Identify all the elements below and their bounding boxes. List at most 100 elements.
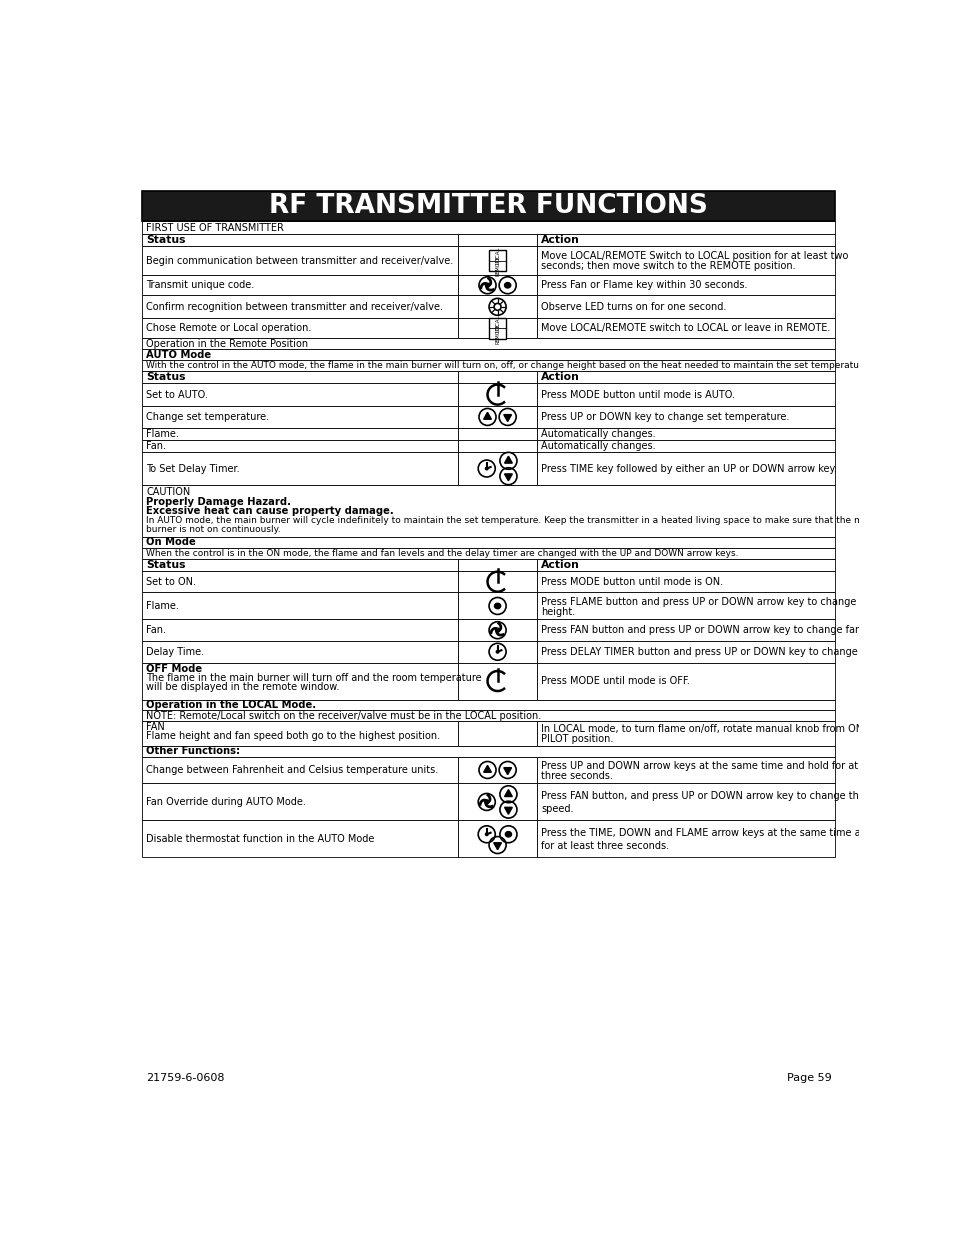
Bar	[142, 383, 457, 406]
Text: Delay Time.: Delay Time.	[146, 647, 204, 657]
Polygon shape	[504, 808, 512, 814]
Text: In LOCAL mode, to turn flame on/off, rotate manual knob from ON to: In LOCAL mode, to turn flame on/off, rot…	[540, 724, 876, 734]
Text: Change between Fahrenheit and Celsius temperature units.: Change between Fahrenheit and Celsius te…	[146, 764, 438, 776]
Circle shape	[496, 651, 498, 653]
Text: Press MODE until mode is OFF.: Press MODE until mode is OFF.	[540, 676, 689, 685]
Bar	[457, 427, 537, 440]
Text: To Set Delay Timer.: To Set Delay Timer.	[146, 463, 240, 473]
Circle shape	[484, 800, 488, 804]
Bar	[142, 746, 835, 757]
Bar	[537, 783, 835, 820]
Bar	[537, 620, 835, 641]
Text: Action: Action	[540, 372, 579, 382]
Text: Press MODE button until mode is AUTO.: Press MODE button until mode is AUTO.	[540, 389, 735, 400]
Polygon shape	[505, 831, 511, 837]
Bar	[537, 370, 835, 383]
Bar	[142, 783, 457, 820]
Bar	[457, 383, 537, 406]
Bar	[142, 710, 835, 721]
Text: height.: height.	[540, 606, 575, 618]
Bar	[142, 757, 457, 783]
Circle shape	[485, 467, 487, 469]
Text: FAN: FAN	[146, 722, 165, 732]
Bar	[537, 319, 835, 338]
Bar	[537, 427, 835, 440]
Bar	[142, 440, 457, 452]
Text: Excessive heat can cause property damage.: Excessive heat can cause property damage…	[146, 506, 394, 516]
Bar	[489, 317, 506, 340]
Bar	[537, 233, 835, 246]
Bar	[457, 440, 537, 452]
Text: Chose Remote or Local operation.: Chose Remote or Local operation.	[146, 324, 312, 333]
Text: Move LOCAL/REMOTE Switch to LOCAL position for at least two: Move LOCAL/REMOTE Switch to LOCAL positi…	[540, 251, 848, 262]
Text: REMOTE: REMOTE	[495, 256, 499, 277]
Polygon shape	[503, 415, 511, 421]
Text: Flame height and fan speed both go to the highest position.: Flame height and fan speed both go to th…	[146, 731, 440, 741]
Text: Press FAN button, and press UP or DOWN arrow key to change the fan: Press FAN button, and press UP or DOWN a…	[540, 792, 883, 802]
Polygon shape	[483, 412, 491, 419]
Bar	[457, 571, 537, 593]
Bar	[537, 383, 835, 406]
Text: Status: Status	[146, 372, 186, 382]
Bar	[457, 721, 537, 746]
Text: for at least three seconds.: for at least three seconds.	[540, 841, 669, 851]
Bar	[142, 537, 835, 548]
Bar	[457, 406, 537, 427]
Text: Status: Status	[146, 559, 186, 569]
Bar	[457, 820, 537, 857]
Text: Transmit unique code.: Transmit unique code.	[146, 280, 254, 290]
Bar	[142, 662, 457, 699]
Text: REMOTE: REMOTE	[495, 324, 499, 345]
Bar	[457, 620, 537, 641]
Text: will be displayed in the remote window.: will be displayed in the remote window.	[146, 682, 339, 692]
Text: Press UP and DOWN arrow keys at the same time and hold for at least: Press UP and DOWN arrow keys at the same…	[540, 761, 884, 771]
Bar	[537, 721, 835, 746]
Text: Change set temperature.: Change set temperature.	[146, 412, 269, 422]
Bar	[457, 662, 537, 699]
Text: Press the TIME, DOWN and FLAME arrow keys at the same time and hold: Press the TIME, DOWN and FLAME arrow key…	[540, 829, 897, 839]
Text: Properly Damage Hazard.: Properly Damage Hazard.	[146, 496, 291, 506]
Circle shape	[485, 283, 489, 288]
Bar	[142, 295, 457, 319]
Bar	[457, 370, 537, 383]
Bar	[142, 319, 457, 338]
Text: When the control is in the ON mode, the flame and fan levels and the delay timer: When the control is in the ON mode, the …	[146, 548, 739, 558]
Text: Action: Action	[540, 235, 579, 245]
Polygon shape	[494, 842, 501, 850]
Bar	[142, 620, 457, 641]
Text: On Mode: On Mode	[146, 537, 196, 547]
Polygon shape	[483, 766, 491, 772]
Bar	[142, 641, 457, 662]
Bar	[457, 275, 537, 295]
Bar	[537, 275, 835, 295]
Bar	[537, 757, 835, 783]
Text: Automatically changes.: Automatically changes.	[540, 441, 656, 451]
Text: Other Functions:: Other Functions:	[146, 746, 240, 756]
Text: three seconds.: three seconds.	[540, 771, 613, 781]
Bar	[142, 350, 835, 359]
Polygon shape	[504, 789, 512, 797]
Bar	[457, 783, 537, 820]
Text: LOCAL: LOCAL	[495, 247, 499, 264]
Text: Press FAN button and press UP or DOWN arrow key to change fan speed.: Press FAN button and press UP or DOWN ar…	[540, 625, 896, 635]
Bar	[537, 820, 835, 857]
Bar	[142, 370, 457, 383]
Bar	[142, 548, 835, 558]
Text: Action: Action	[540, 559, 579, 569]
Text: The flame in the main burner will turn off and the room temperature: The flame in the main burner will turn o…	[146, 673, 481, 683]
Text: PILOT position.: PILOT position.	[540, 734, 613, 743]
Text: NOTE: Remote/Local switch on the receiver/valve must be in the LOCAL position.: NOTE: Remote/Local switch on the receive…	[146, 710, 541, 721]
Text: Fan Override during AUTO Mode.: Fan Override during AUTO Mode.	[146, 797, 306, 806]
Bar	[457, 233, 537, 246]
Polygon shape	[504, 474, 512, 480]
Text: burner is not on continuously.: burner is not on continuously.	[146, 525, 281, 534]
Bar	[142, 246, 457, 275]
Bar	[142, 406, 457, 427]
Bar	[537, 295, 835, 319]
Polygon shape	[504, 456, 512, 463]
Bar	[457, 593, 537, 620]
Text: Begin communication between transmitter and receiver/valve.: Begin communication between transmitter …	[146, 256, 453, 266]
Text: In AUTO mode, the main burner will cycle indefinitely to maintain the set temper: In AUTO mode, the main burner will cycle…	[146, 515, 876, 525]
Bar	[537, 662, 835, 699]
Text: Press DELAY TIMER button and press UP or DOWN key to change timer.: Press DELAY TIMER button and press UP or…	[540, 647, 888, 657]
